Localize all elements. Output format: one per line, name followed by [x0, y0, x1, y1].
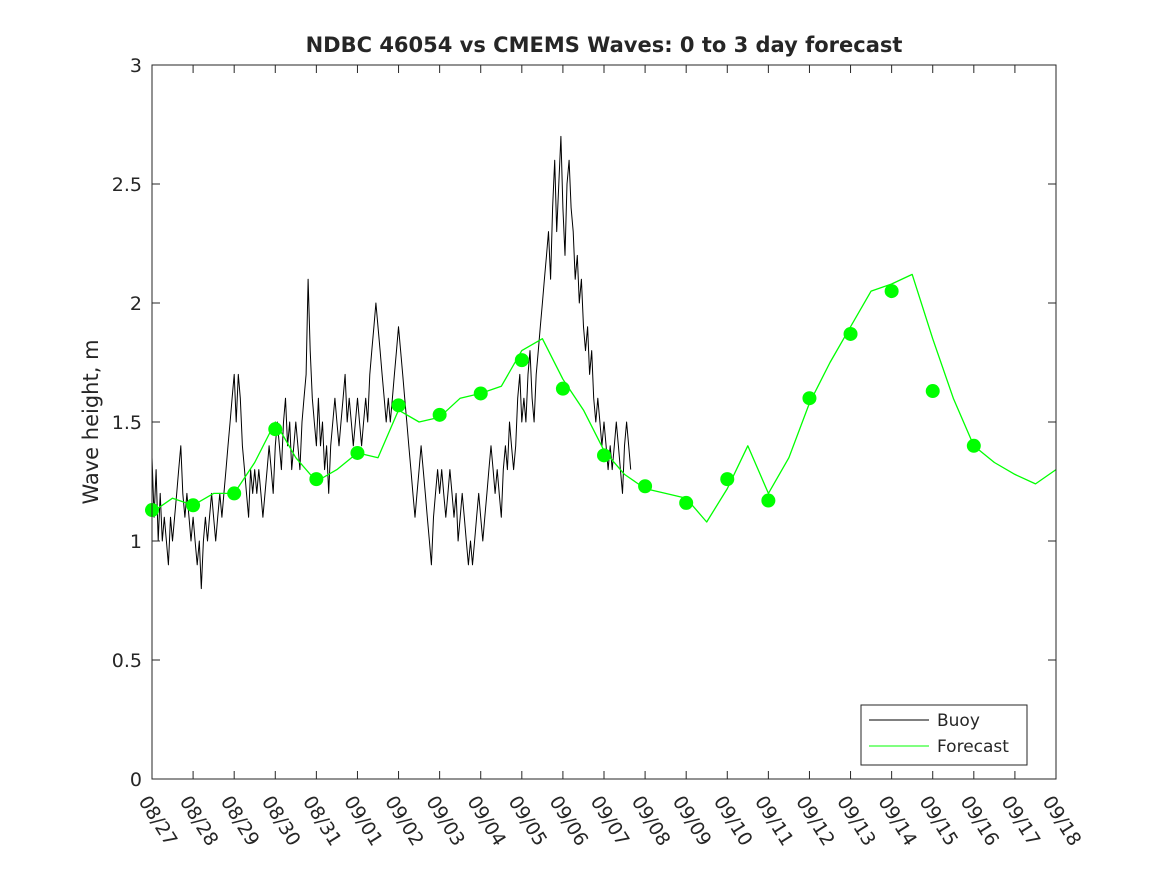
- forecast-point: [555, 381, 570, 396]
- y-tick-label: 3: [130, 55, 142, 77]
- y-tick-label: 0: [130, 769, 142, 791]
- y-tick-label: 2.5: [112, 174, 142, 196]
- forecast-point: [597, 448, 611, 463]
- forecast-point: [966, 438, 981, 453]
- forecast-point: [227, 486, 242, 501]
- legend-label-buoy: Buoy: [937, 711, 980, 731]
- chart-title: NDBC 46054 vs CMEMS Waves: 0 to 3 day fo…: [306, 33, 903, 57]
- forecast-point: [391, 398, 406, 413]
- forecast-point: [514, 353, 529, 368]
- forecast-point: [802, 391, 817, 406]
- forecast-point: [473, 386, 488, 401]
- y-tick-label: 1: [130, 531, 142, 553]
- y-tick-label: 2: [130, 293, 142, 315]
- forecast-point: [638, 479, 653, 494]
- y-axis: 0 0.5 1 1.5 2 2.5 3: [112, 55, 1056, 791]
- forecast-point: [186, 498, 201, 513]
- forecast-point: [761, 493, 776, 508]
- forecast-point: [720, 472, 735, 487]
- y-tick-label: 0.5: [112, 650, 142, 672]
- y-axis-label: Wave height, m: [79, 339, 103, 504]
- legend: Buoy Forecast: [860, 704, 1028, 766]
- forecast-point: [432, 407, 447, 422]
- y-tick-label: 1.5: [112, 412, 142, 434]
- forecast-point: [350, 445, 365, 460]
- forecast-point: [925, 384, 940, 399]
- legend-label-forecast: Forecast: [937, 737, 1009, 757]
- forecast-point: [268, 422, 283, 437]
- forecast-point: [843, 326, 858, 341]
- forecast-point: [309, 472, 324, 487]
- buoy-series-line: [151, 135, 632, 590]
- legend-box: [860, 704, 1028, 766]
- forecast-point: [884, 284, 899, 299]
- forecast-point: [679, 495, 694, 510]
